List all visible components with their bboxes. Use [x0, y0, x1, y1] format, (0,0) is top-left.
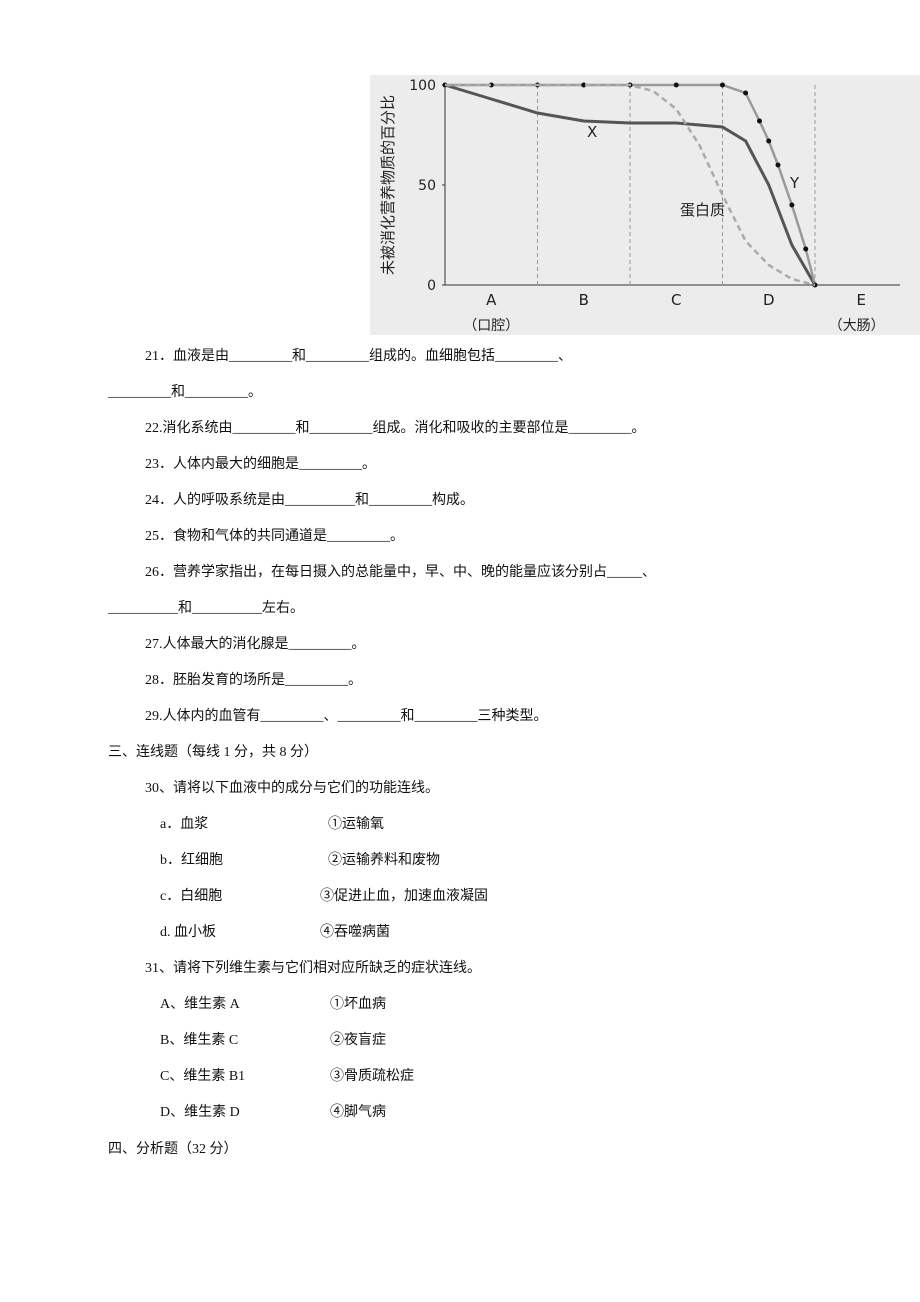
y-tick-label: 0 [427, 278, 436, 294]
question: 22.消化系统由_________和_________组成。消化和吸收的主要部位… [145, 421, 646, 436]
point [775, 162, 781, 168]
y-axis-label: 未被消化营养物质的百分比 [379, 95, 397, 275]
point [720, 82, 725, 88]
match-item: ④脚气病 [330, 1105, 386, 1120]
match-item: c．白细胞 [160, 889, 223, 904]
match-item: C、维生素 B1 [160, 1069, 246, 1084]
match-item: D、维生素 D [160, 1105, 240, 1120]
curve [445, 83, 816, 287]
question: 26．营养学家指出，在每日摄入的总能量中，早、中、晚的能量应该分别占_____、 [145, 565, 656, 580]
region-label: C [671, 291, 681, 309]
point [803, 246, 809, 252]
y-tick-label: 100 [409, 78, 436, 94]
region-label: D [763, 291, 775, 309]
figure-bg [370, 75, 920, 335]
question: 23．人体内最大的细胞是_________。 [145, 457, 376, 472]
region-label: A [486, 291, 497, 309]
question: 27.人体最大的消化腺是_________。 [145, 637, 366, 652]
section-title: 三、连线题（每线 1 分，共 8 分） [108, 745, 318, 760]
region-note: （大肠） [829, 318, 885, 334]
point [743, 90, 749, 96]
question: 30、请将以下血液中的成分与它们的功能连线。 [145, 781, 439, 796]
series-label: Y [789, 174, 800, 192]
point [766, 138, 772, 144]
series-label: 蛋白质 [680, 201, 725, 219]
series-label: X [587, 123, 597, 141]
point [789, 202, 795, 208]
region-note: （口腔） [463, 318, 519, 334]
region-label: E [857, 291, 866, 309]
curve [444, 83, 817, 286]
point [757, 118, 762, 124]
match-item: ②运输养料和废物 [328, 853, 440, 868]
match-item: A、维生素 A [160, 997, 240, 1012]
question: 21．血液是由_________和_________组成的。血细胞包括_____… [145, 349, 572, 364]
question: _________和_________。 [108, 385, 262, 400]
section-title: 四、分析题（32 分） [108, 1142, 238, 1157]
question: __________和__________左右。 [108, 601, 304, 616]
question: 24．人的呼吸系统是由__________和_________构成。 [145, 493, 474, 508]
question: 28．胚胎发育的场所是_________。 [145, 673, 362, 688]
match-item: ④吞噬病菌 [320, 925, 390, 940]
question: 31、请将下列维生素与它们相对应所缺乏的症状连线。 [145, 961, 481, 976]
question: 25．食物和气体的共同通道是_________。 [145, 529, 404, 544]
match-item: ③促进止血，加速血液凝固 [320, 889, 488, 904]
match-item: ③骨质疏松症 [330, 1069, 414, 1084]
match-item: B、维生素 C [160, 1033, 239, 1048]
y-tick-label: 50 [418, 178, 436, 194]
match-item: a．血浆 [160, 817, 209, 832]
match-item: ①坏血病 [330, 997, 386, 1012]
match-item: ②夜盲症 [330, 1033, 386, 1048]
point [673, 82, 679, 88]
match-item: d. 血小板 [160, 925, 216, 940]
question: 29.人体内的血管有_________、_________和_________三… [145, 709, 548, 724]
figure: 未被消化营养物质的百分比 0 50 100 A B C D E （口腔） （大肠） X Y 蛋白质 [370, 75, 920, 335]
match-item: b．红细胞 [160, 853, 223, 868]
region-label: B [579, 291, 589, 309]
match-item: ①运输氧 [328, 817, 384, 832]
